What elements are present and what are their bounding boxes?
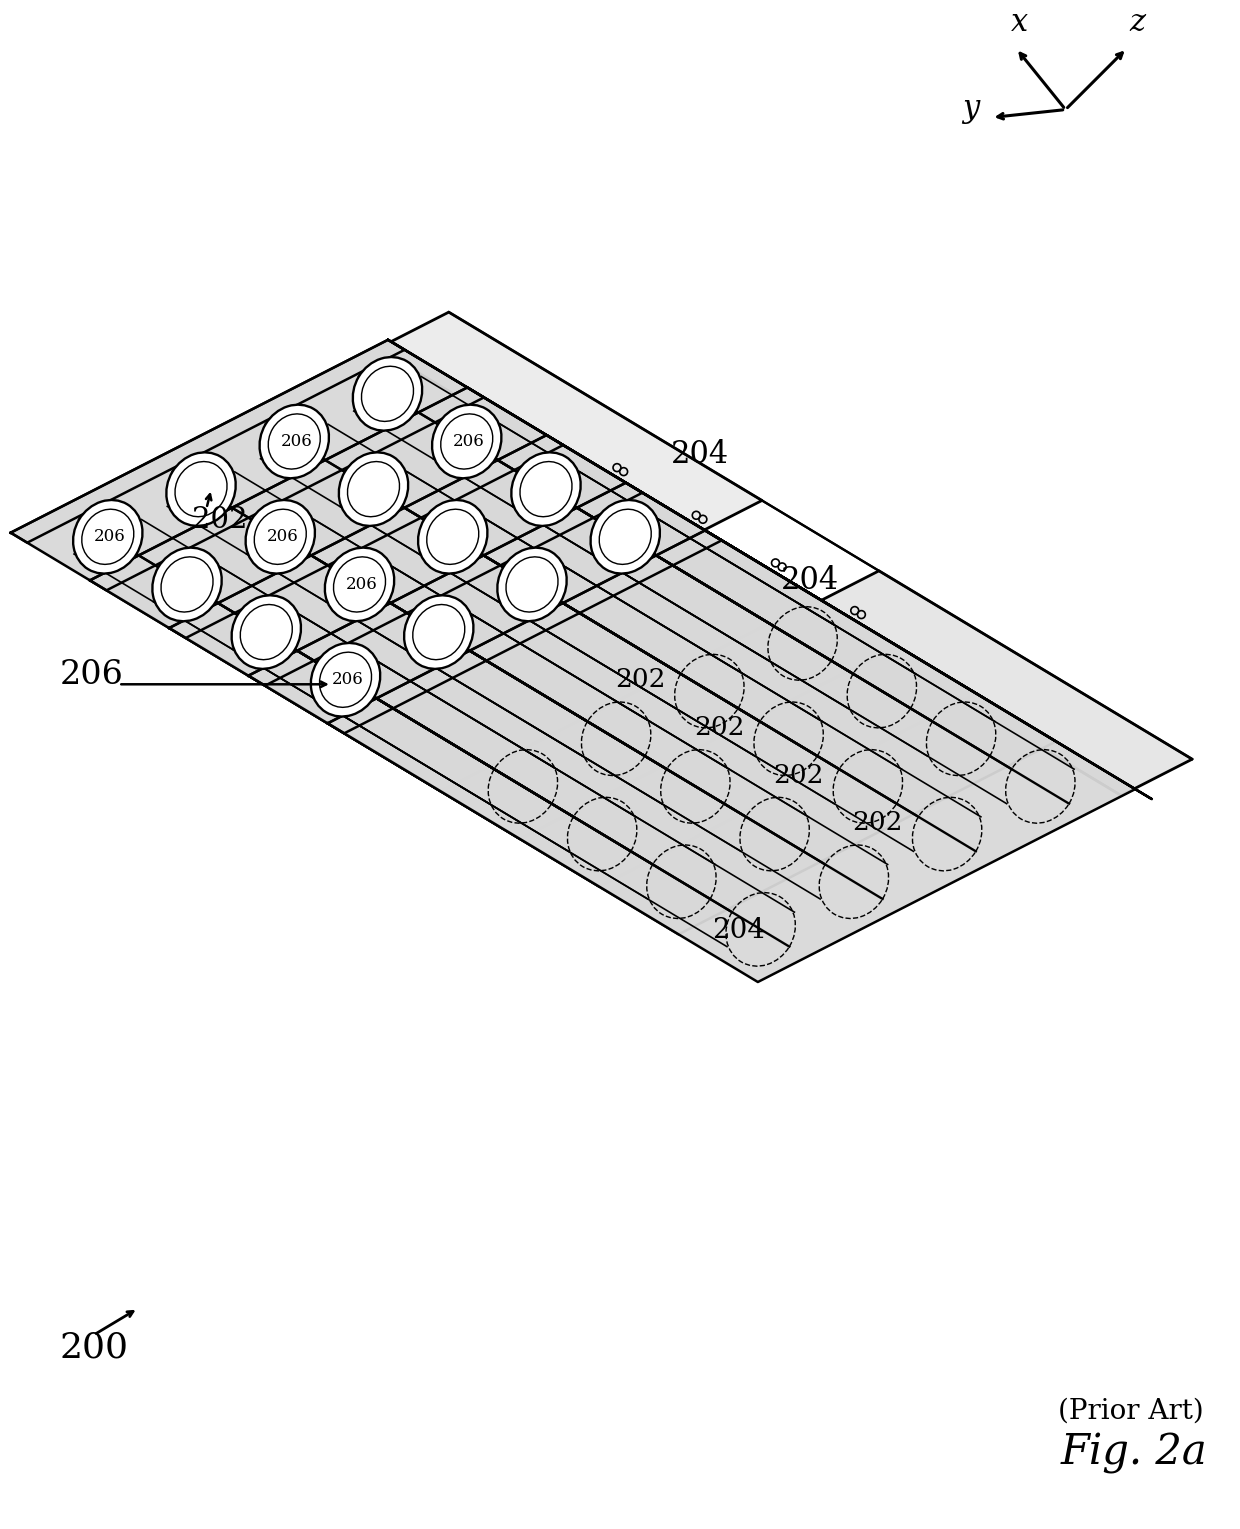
Text: 202: 202: [615, 667, 666, 693]
Polygon shape: [248, 483, 642, 685]
Text: 204: 204: [712, 917, 765, 943]
Text: 202: 202: [192, 506, 247, 534]
Polygon shape: [89, 387, 484, 590]
Ellipse shape: [325, 547, 394, 621]
Polygon shape: [265, 424, 738, 708]
Polygon shape: [358, 376, 831, 661]
Polygon shape: [159, 567, 631, 852]
Text: 206: 206: [346, 576, 377, 593]
Polygon shape: [327, 531, 722, 734]
Ellipse shape: [497, 547, 567, 621]
Polygon shape: [317, 662, 790, 946]
Polygon shape: [238, 615, 711, 899]
Ellipse shape: [590, 500, 660, 573]
Polygon shape: [503, 567, 976, 852]
Text: 206: 206: [60, 659, 123, 691]
Ellipse shape: [153, 547, 222, 621]
Polygon shape: [410, 615, 883, 899]
Ellipse shape: [432, 405, 501, 479]
Polygon shape: [626, 483, 1073, 751]
Text: (Prior Art): (Prior Art): [1058, 1398, 1203, 1425]
Polygon shape: [169, 436, 563, 638]
Text: 200: 200: [60, 1330, 128, 1365]
Polygon shape: [378, 312, 763, 537]
Text: x: x: [1012, 6, 1028, 38]
Polygon shape: [327, 531, 1136, 982]
Text: z: z: [1130, 6, 1146, 38]
Ellipse shape: [246, 500, 315, 573]
Polygon shape: [252, 520, 724, 804]
Ellipse shape: [339, 453, 408, 526]
Polygon shape: [248, 483, 1056, 934]
Ellipse shape: [511, 453, 580, 526]
Text: 204: 204: [781, 566, 839, 596]
Ellipse shape: [166, 453, 236, 526]
Ellipse shape: [73, 500, 143, 573]
Polygon shape: [547, 436, 993, 703]
Ellipse shape: [418, 500, 487, 573]
Polygon shape: [331, 567, 804, 852]
Polygon shape: [89, 387, 898, 839]
Text: 206: 206: [94, 529, 125, 546]
Text: 202: 202: [774, 763, 823, 787]
Ellipse shape: [232, 595, 301, 668]
Polygon shape: [467, 387, 914, 656]
Text: 202: 202: [853, 810, 903, 835]
Ellipse shape: [404, 595, 474, 668]
Polygon shape: [808, 570, 1192, 795]
Polygon shape: [345, 472, 817, 755]
Polygon shape: [706, 531, 1152, 800]
Polygon shape: [388, 339, 835, 609]
Text: 202: 202: [694, 716, 745, 740]
Text: 206: 206: [280, 433, 312, 450]
Polygon shape: [438, 424, 910, 708]
Text: 206: 206: [453, 433, 485, 450]
Polygon shape: [11, 339, 818, 792]
Polygon shape: [169, 436, 977, 887]
Text: 204: 204: [671, 439, 729, 471]
Ellipse shape: [311, 644, 381, 717]
Text: Fig. 2a: Fig. 2a: [1060, 1431, 1208, 1474]
Polygon shape: [79, 520, 552, 804]
Text: 206: 206: [331, 671, 363, 688]
Ellipse shape: [353, 358, 422, 431]
Text: 206: 206: [267, 529, 298, 546]
Ellipse shape: [259, 405, 329, 479]
Polygon shape: [424, 520, 897, 804]
Polygon shape: [517, 472, 990, 755]
Polygon shape: [11, 339, 404, 543]
Polygon shape: [596, 520, 1069, 804]
Polygon shape: [172, 472, 645, 755]
Text: y: y: [962, 93, 980, 124]
